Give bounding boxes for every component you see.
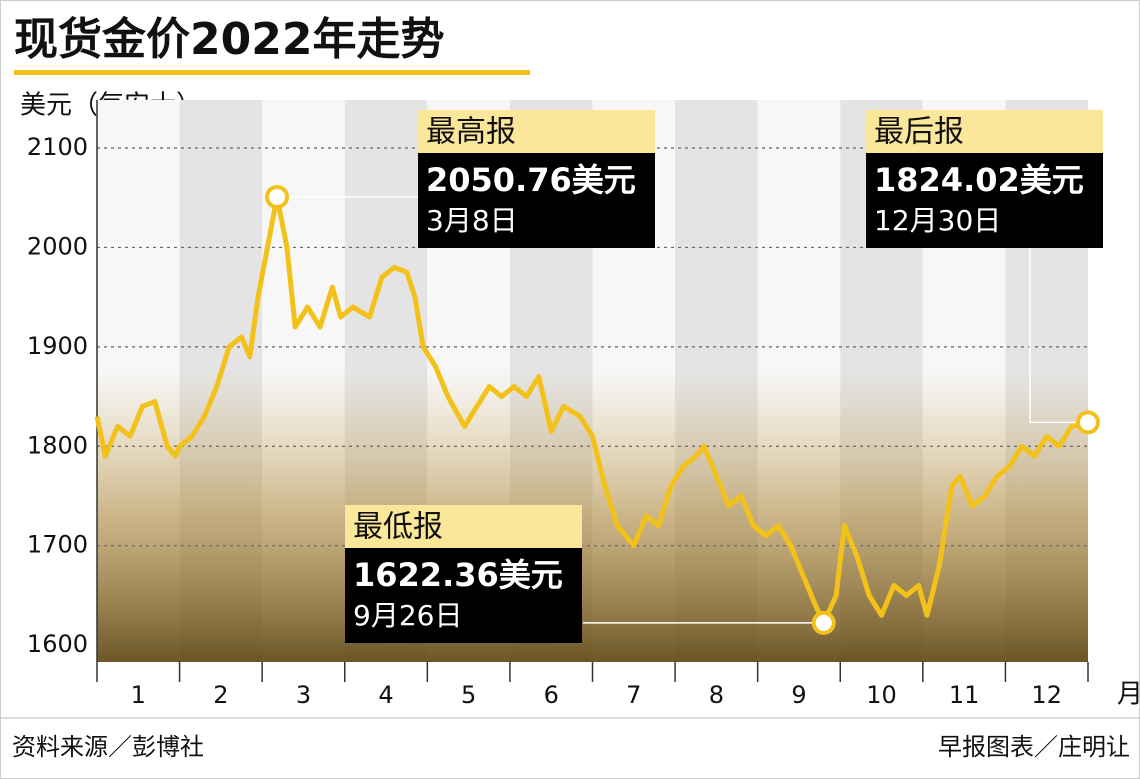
callout-title: 最高报 bbox=[426, 115, 516, 150]
x-tick-label: 6 bbox=[544, 681, 559, 709]
callout-body bbox=[418, 153, 655, 248]
point-marker bbox=[811, 610, 836, 635]
x-tick-label: 10 bbox=[866, 681, 897, 709]
callout-date: 9月26日 bbox=[353, 599, 462, 632]
callout-header bbox=[345, 505, 582, 548]
x-tick-label: 7 bbox=[626, 681, 641, 709]
callout-connector bbox=[1029, 248, 1088, 424]
callout-header bbox=[418, 110, 655, 153]
x-tick-label: 8 bbox=[709, 681, 724, 709]
gold-backdrop bbox=[97, 370, 1088, 662]
point-marker bbox=[265, 184, 290, 209]
x-tick-label: 1 bbox=[131, 681, 146, 709]
y-tick-label: 1900 bbox=[27, 332, 88, 360]
callout-value: 1622.36美元 bbox=[353, 556, 563, 594]
callout-date: 12月30日 bbox=[874, 204, 1001, 237]
y-tick-label: 2100 bbox=[27, 133, 88, 161]
callout-date: 3月8日 bbox=[426, 204, 518, 237]
chart-title: 现货金价2022年走势 bbox=[14, 14, 444, 65]
callout-value: 2050.76美元 bbox=[426, 161, 636, 199]
x-tick-label: 4 bbox=[378, 681, 393, 709]
price-line bbox=[94, 194, 1089, 626]
title-underline bbox=[14, 70, 530, 75]
callout-header bbox=[866, 110, 1103, 153]
callout-value: 1824.02美元 bbox=[874, 161, 1084, 199]
callout-body bbox=[866, 153, 1103, 248]
y-tick-label: 1700 bbox=[27, 531, 88, 559]
credit: 早报图表／庄明让 bbox=[938, 733, 1130, 761]
x-tick-label: 5 bbox=[461, 681, 476, 709]
callout-title: 最后报 bbox=[874, 115, 964, 150]
x-tick-label: 11 bbox=[949, 681, 980, 709]
y-tick-label: 1800 bbox=[27, 431, 88, 459]
x-tick-label: 3 bbox=[296, 681, 311, 709]
x-tick-label: 9 bbox=[791, 681, 806, 709]
point-marker bbox=[1076, 410, 1100, 435]
source: 资料来源／彭博社 bbox=[12, 733, 204, 761]
y-tick-label: 1600 bbox=[27, 630, 88, 658]
callout-title: 最低报 bbox=[353, 510, 443, 545]
callout-body bbox=[345, 548, 582, 643]
x-tick-label: 2 bbox=[213, 681, 228, 709]
y-tick-label: 2000 bbox=[27, 232, 88, 260]
x-tick-label: 12 bbox=[1031, 681, 1062, 709]
x-axis-label: 月 bbox=[1117, 680, 1140, 710]
